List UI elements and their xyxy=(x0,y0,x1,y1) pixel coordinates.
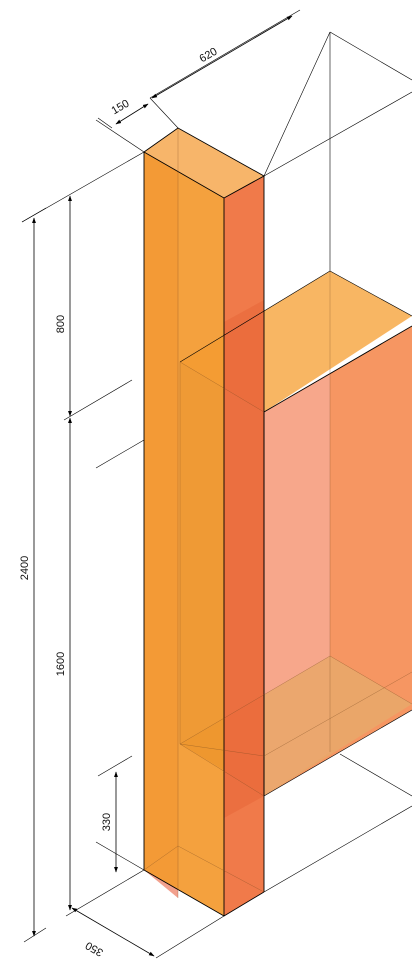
lower-cabinet xyxy=(180,271,412,796)
dim-330-label: 330 xyxy=(101,813,113,831)
column-top-face xyxy=(144,128,264,198)
column-front-overlap-shade xyxy=(180,362,224,770)
dim-2400-label: 2400 xyxy=(19,556,31,580)
dim-620-label: 620 xyxy=(198,46,220,66)
dim-1600-label: 1600 xyxy=(55,652,67,676)
dimension-lines xyxy=(21,15,293,957)
dim-350-label: 350 xyxy=(84,939,106,959)
dim-150-label: 150 xyxy=(110,98,132,118)
tall-column xyxy=(144,128,264,916)
column-overlap-shade xyxy=(224,300,264,818)
column-front-face xyxy=(144,152,224,916)
dim-800-label: 800 xyxy=(55,315,67,333)
